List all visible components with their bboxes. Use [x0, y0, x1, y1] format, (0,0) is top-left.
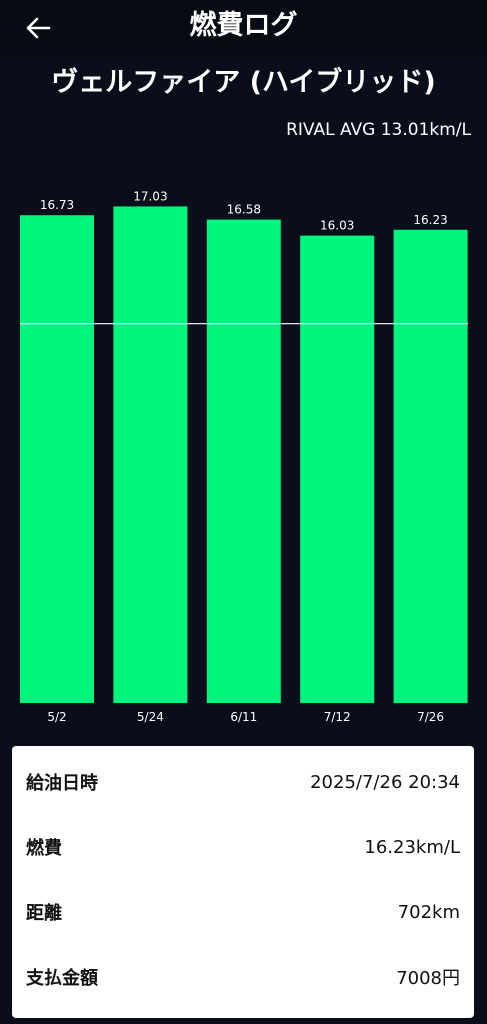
detail-label: 距離: [26, 903, 62, 924]
detail-row-distance: 距離 702km: [12, 892, 474, 932]
chart-bar[interactable]: [300, 235, 375, 703]
bar-value-label: 16.58: [227, 203, 261, 217]
detail-panel: 給油日時 2025/7/26 20:34 燃費 16.23km/L 距離 702…: [12, 746, 474, 1018]
vehicle-name: ヴェルファイア (ハイブリッド): [51, 67, 436, 98]
detail-value: 7008円: [396, 968, 460, 989]
detail-value: 16.23km/L: [364, 836, 460, 858]
detail-value: 702km: [397, 901, 460, 923]
bar-value-label: 17.03: [133, 189, 167, 203]
chart-bar[interactable]: [20, 215, 94, 704]
category-label: 5/24: [137, 710, 164, 724]
app-bar: 燃費ログ: [0, 0, 487, 56]
detail-label: 給油日時: [26, 773, 98, 794]
chart-bar[interactable]: [206, 219, 281, 704]
bar-value-label: 16.23: [413, 213, 447, 227]
category-label: 5/2: [47, 710, 66, 724]
arrow-left-icon: [26, 17, 51, 39]
detail-value: 2025/7/26 20:34: [310, 771, 460, 793]
rival-average-label: RIVAL AVG 13.01km/L: [286, 120, 471, 140]
chart-bar[interactable]: [393, 229, 468, 703]
bar-value-label: 16.73: [40, 198, 74, 212]
chart-bar[interactable]: [113, 206, 188, 704]
detail-row-date: 給油日時 2025/7/26 20:34: [12, 762, 474, 802]
category-label: 7/26: [417, 710, 444, 724]
page-title: 燃費ログ: [189, 9, 298, 41]
category-label: 6/11: [230, 710, 257, 724]
fuel-economy-chart: 16.73 5/2 17.03 5/24 16.58 6/11 16.03 7/12 16.23…: [20, 189, 468, 724]
category-label: 7/12: [324, 710, 351, 724]
detail-row-payment: 支払金額 7008円: [12, 957, 474, 997]
bar-value-label: 16.03: [320, 219, 354, 233]
detail-label: 支払金額: [26, 968, 98, 989]
back-button[interactable]: [18, 8, 58, 48]
detail-label: 燃費: [26, 838, 62, 859]
detail-row-economy: 燃費 16.23km/L: [12, 827, 474, 867]
